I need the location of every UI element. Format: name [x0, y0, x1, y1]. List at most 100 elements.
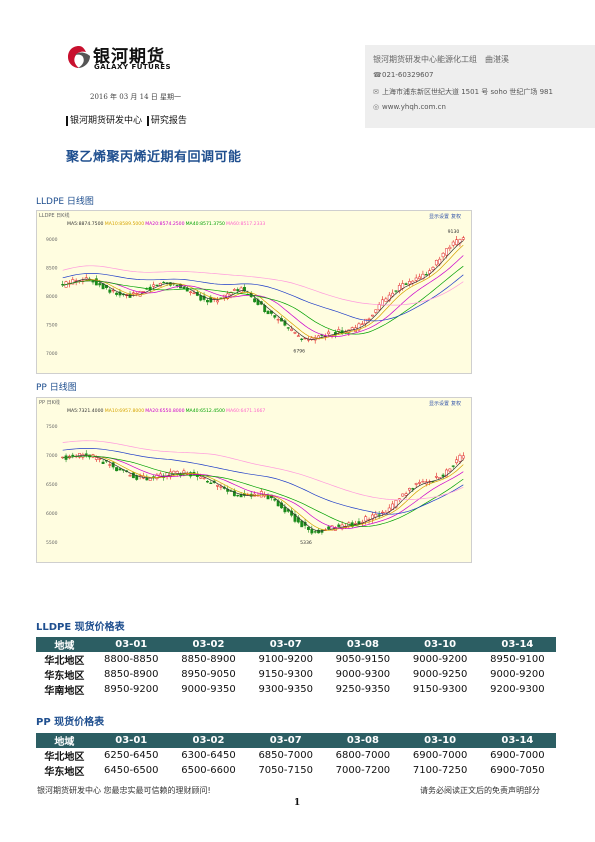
candle-body [451, 241, 455, 246]
chart-setting-button[interactable]: 显示设置 [429, 400, 449, 407]
candle-body [441, 252, 445, 258]
chart-setting-button[interactable]: 复权 [451, 213, 461, 220]
price-cell: 9100-9200 [258, 654, 313, 665]
ma-legend-item: MA10:8589.5000 [105, 221, 144, 227]
lldpe-daily-kline-chart: LLDPE 日K线 显示设置 复权 MA5:8874.7500 MA10:8589.50… [36, 210, 472, 374]
candle-body [445, 248, 448, 256]
candle-body [370, 514, 374, 520]
price-cell: 6900-7050 [490, 765, 545, 776]
candle-body [78, 453, 81, 458]
price-cell: 6300-6450 [181, 750, 236, 761]
moving-average-line [62, 455, 464, 527]
candle-body [404, 493, 408, 496]
column-header: 03-07 [247, 637, 325, 652]
contact-website: www.yhqh.com.cn [382, 103, 446, 111]
chart-topbar: PP 日K线 [39, 399, 60, 406]
candle-body [310, 529, 314, 534]
pp-chart-label: PP 日线图 [36, 383, 77, 393]
candle-body [414, 277, 418, 281]
ma-legend-item: MA40:6512.4500 [186, 408, 225, 414]
candle-body [357, 521, 361, 525]
candle-body [253, 298, 257, 303]
price-cell: 9000-9250 [412, 669, 468, 680]
candle-body [239, 287, 243, 293]
high-price-label: 9130 [448, 229, 460, 235]
price-cell: 8850-8900 [181, 654, 236, 665]
price-cell: 9050-9150 [335, 654, 391, 665]
candle-body [206, 481, 209, 483]
moving-average-line [62, 240, 464, 340]
y-tick-label: 7000 [46, 453, 58, 459]
candle-body [381, 299, 384, 306]
candle-body [296, 335, 300, 337]
candle-body [94, 278, 98, 286]
candle-body [71, 279, 75, 285]
candle-body [360, 323, 364, 325]
candle-body [276, 319, 280, 321]
candle-body [370, 314, 374, 317]
candle-body [131, 292, 135, 295]
candle-body [377, 304, 381, 311]
candle-body [108, 289, 112, 293]
logo-text-en: GALAXY FUTURES [94, 63, 172, 71]
candle-body [367, 318, 371, 321]
y-tick-label: 7500 [46, 424, 58, 430]
y-tick-label: 7000 [46, 351, 58, 357]
column-header: 03-10 [401, 733, 479, 748]
candle-body [216, 300, 219, 303]
column-header: 03-08 [324, 637, 402, 652]
lldpe-table-title: LLDPE 现货价格表 [36, 622, 125, 633]
region-cell: 华北地区 [44, 656, 85, 667]
page-number: 1 [294, 798, 301, 808]
candle-body [172, 470, 176, 474]
logo-text-cn: 银河期货 [93, 47, 165, 67]
price-cell: 6800-7000 [335, 750, 391, 761]
candle-body [206, 300, 209, 303]
candle-body [364, 318, 368, 324]
moving-average-line [62, 244, 464, 339]
contact-web-row: ◎ www.yhqh.com.cn [373, 103, 446, 111]
candle-body [158, 473, 162, 477]
candle-body [209, 482, 213, 484]
chart-setting-button[interactable]: 显示设置 [429, 213, 449, 220]
mail-icon: ✉ [373, 88, 379, 96]
candle-body [461, 237, 465, 240]
moving-average-line [62, 448, 464, 515]
candle-body [202, 477, 206, 479]
candle-body [175, 471, 179, 474]
candle-body [411, 488, 415, 490]
candle-body [94, 457, 98, 460]
candle-body [232, 289, 236, 291]
chart-topbar: LLDPE 日K线 [39, 212, 69, 219]
candle-body [115, 292, 118, 295]
divider-bar [146, 115, 149, 126]
candle-body [273, 498, 277, 501]
table-header-row: 地域 03-01 03-02 03-07 03-08 03-10 03-14 [36, 733, 556, 748]
moving-average-line [62, 265, 464, 335]
candle-body [101, 461, 105, 464]
candle-body [448, 468, 452, 472]
globe-icon: ◎ [373, 103, 380, 111]
candle-body [374, 513, 378, 518]
candle-body [408, 488, 411, 491]
candle-body [327, 526, 331, 530]
price-cell: 7050-7150 [258, 765, 313, 776]
candle-body [458, 454, 462, 462]
footer-slogan: 银河期货研发中心 您最忠实最可信赖的理财顾问! [37, 786, 211, 795]
report-title: 聚乙烯聚丙烯近期有回调可能 [66, 150, 242, 165]
pp-price-table: 地域 03-01 03-02 03-07 03-08 03-10 03-14 华北地区 6250… [36, 733, 556, 778]
candle-body [236, 289, 240, 292]
ma-legend-item: MA5:7321.4000 [67, 408, 103, 414]
candle-body [350, 327, 354, 330]
candle-body [98, 283, 102, 286]
contact-box: 银河期货研发中心能源化工组 曲湛溪 ☎021-60329607 ✉ 上海市浦东新区… [365, 45, 595, 128]
column-header: 03-08 [324, 733, 402, 748]
candle-body [448, 246, 452, 250]
price-cell: 8950-9100 [490, 654, 545, 665]
price-cell: 9000-9350 [181, 684, 236, 695]
chart-setting-button[interactable]: 复权 [451, 400, 461, 407]
footer-disclaimer: 请务必阅读正文后的免责声明部分 [420, 786, 540, 795]
candle-body [162, 281, 166, 284]
price-cell: 6900-7000 [412, 750, 468, 761]
lldpe-chart-label: LLDPE 日线图 [36, 197, 94, 207]
